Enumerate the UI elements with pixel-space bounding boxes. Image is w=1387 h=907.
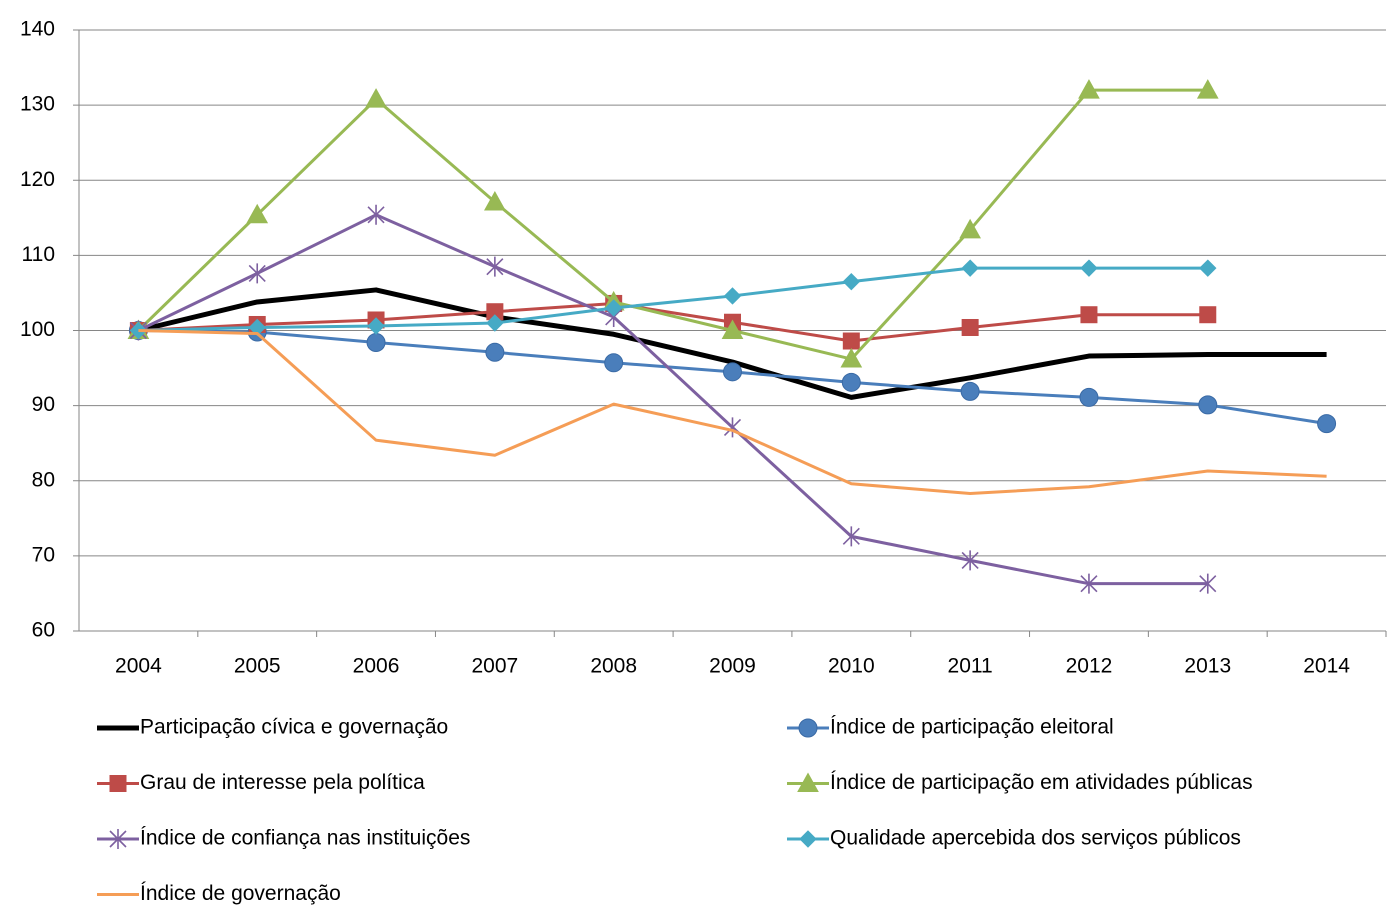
data-point <box>484 191 506 211</box>
series-line <box>138 329 1327 496</box>
data-point <box>1199 259 1217 277</box>
x-tick-label: 2010 <box>828 655 875 678</box>
legend-label: Índice de participação em atividades púb… <box>830 771 1253 794</box>
data-point <box>723 362 742 382</box>
data-point <box>1079 387 1099 407</box>
data-point <box>1078 79 1100 99</box>
y-tick-label: 130 <box>20 93 55 116</box>
x-tick-label: 2011 <box>948 655 993 678</box>
legend-marker <box>109 829 127 849</box>
y-tick-label: 60 <box>32 619 55 642</box>
x-tick-label: 2013 <box>1184 655 1231 678</box>
data-point <box>367 317 385 335</box>
series-line <box>138 301 1208 343</box>
data-point <box>1080 306 1098 324</box>
data-point <box>840 348 863 368</box>
y-tick-label: 140 <box>20 18 55 41</box>
x-tick-label: 2007 <box>472 655 519 678</box>
data-point <box>604 353 624 373</box>
legend-marker <box>109 775 127 792</box>
y-tick-label: 70 <box>32 543 55 566</box>
y-tick-label: 80 <box>32 468 55 491</box>
data-point <box>485 342 505 362</box>
legend-marker <box>797 772 819 792</box>
data-point <box>367 204 385 225</box>
data-point <box>961 318 979 336</box>
legend-label: Qualidade apercebida dos serviços públic… <box>830 827 1241 850</box>
data-point <box>129 321 148 340</box>
data-point <box>961 259 979 277</box>
x-tick-label: 2004 <box>115 655 162 678</box>
data-point <box>486 314 504 332</box>
x-tick-label: 2012 <box>1066 655 1113 678</box>
series-line <box>137 287 1327 400</box>
x-tick-label: 2014 <box>1303 655 1350 678</box>
series-line <box>137 213 1208 586</box>
x-tick-label: 2008 <box>590 655 637 678</box>
data-point <box>604 299 623 317</box>
legend-marker <box>799 830 817 848</box>
data-point <box>365 88 387 108</box>
data-point <box>721 319 744 339</box>
data-point <box>842 526 860 547</box>
data-point <box>723 287 742 305</box>
data-point <box>842 272 861 291</box>
y-tick-label: 120 <box>20 168 55 191</box>
data-point <box>959 218 981 239</box>
data-point <box>960 381 980 401</box>
data-point <box>1080 573 1098 594</box>
data-point <box>1198 395 1218 415</box>
x-tick-label: 2009 <box>709 655 756 678</box>
data-point <box>842 332 860 350</box>
legend-label: Índice de confiança nas instituições <box>140 827 470 850</box>
data-point <box>1199 306 1217 324</box>
x-tick-label: 2006 <box>353 655 400 678</box>
series-line <box>137 88 1208 361</box>
data-point <box>366 333 386 353</box>
y-tick-label: 90 <box>32 393 55 416</box>
data-point <box>1199 573 1217 594</box>
data-point <box>1317 414 1337 434</box>
legend-label: Participação cívica e governação <box>140 716 448 739</box>
legend-label: Índice de participação eleitoral <box>830 716 1114 739</box>
data-point <box>841 372 861 392</box>
data-point <box>246 203 269 224</box>
data-point <box>961 550 979 571</box>
legend-label: Índice de governação <box>140 882 341 905</box>
data-point <box>1080 259 1098 277</box>
legend-label: Grau de interesse pela política <box>140 771 425 794</box>
data-point <box>1196 79 1219 99</box>
data-point <box>248 263 266 284</box>
data-point <box>486 256 504 277</box>
series-line <box>138 266 1208 332</box>
y-tick-label: 100 <box>20 318 55 341</box>
y-tick-label: 110 <box>22 243 55 266</box>
x-tick-label: 2005 <box>234 655 281 678</box>
legend-marker <box>798 718 818 738</box>
